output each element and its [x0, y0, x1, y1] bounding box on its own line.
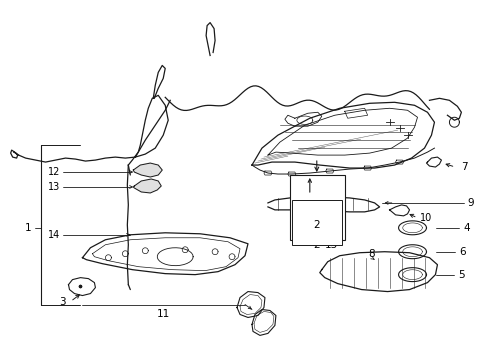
Text: 1: 1	[25, 223, 32, 233]
Text: 8: 8	[367, 249, 374, 259]
Text: 10: 10	[419, 213, 431, 223]
FancyBboxPatch shape	[289, 175, 344, 240]
Text: 15: 15	[321, 237, 334, 247]
Text: 13: 13	[48, 182, 61, 192]
Text: 12: 12	[48, 167, 61, 177]
Text: 3: 3	[59, 297, 66, 306]
FancyBboxPatch shape	[291, 200, 341, 245]
Polygon shape	[133, 163, 162, 177]
Text: 6: 6	[458, 247, 465, 257]
Text: 7: 7	[461, 162, 467, 172]
Text: 2: 2	[313, 240, 320, 250]
Text: 2: 2	[313, 220, 320, 230]
Text: 14: 14	[48, 230, 61, 240]
Text: 15: 15	[324, 240, 337, 250]
Text: 5: 5	[457, 270, 464, 280]
Polygon shape	[133, 179, 161, 193]
Text: 11: 11	[156, 310, 169, 319]
Text: 9: 9	[467, 198, 473, 208]
Text: 4: 4	[463, 223, 469, 233]
